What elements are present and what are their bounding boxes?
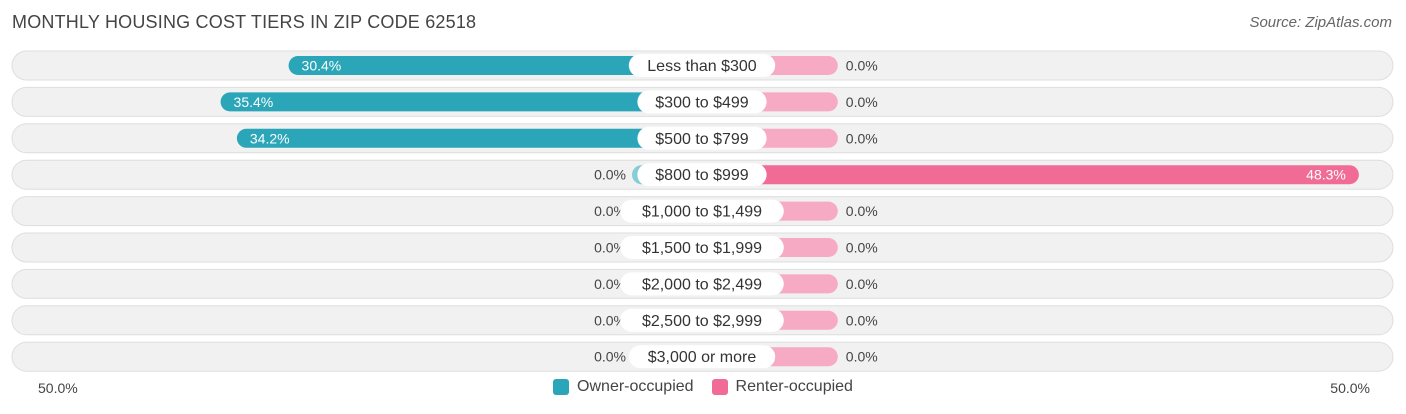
value-label-renter: 0.0% xyxy=(846,312,878,328)
category-label: $1,000 to $1,499 xyxy=(642,204,762,221)
value-label-renter: 0.0% xyxy=(846,349,878,365)
value-label-renter: 0.0% xyxy=(846,203,878,219)
legend-swatch-owner xyxy=(553,379,570,395)
category-label-pill xyxy=(628,345,776,369)
value-label-renter: 48.3% xyxy=(1306,167,1346,183)
category-label-pill xyxy=(620,272,784,296)
diverging-bar-chart: 30.4% 0.0% Less than $300 35.4% 0.0% $300 to … xyxy=(11,50,1394,372)
bar-owner xyxy=(288,56,702,75)
value-label-owner: 0.0% xyxy=(594,276,626,292)
category-label: $2,000 to $2,499 xyxy=(642,276,762,293)
category-label: $500 to $799 xyxy=(655,131,749,148)
bar-renter xyxy=(702,165,1359,185)
category-label-pill xyxy=(637,90,767,114)
value-label-owner: 0.0% xyxy=(594,312,626,328)
category-label-pill xyxy=(628,54,776,77)
legend-swatch-renter xyxy=(711,379,728,395)
category-label: $1,500 to $1,999 xyxy=(642,240,762,257)
category-label-pill xyxy=(620,199,784,223)
category-label: $3,000 or more xyxy=(648,349,757,366)
value-label-owner: 34.2% xyxy=(250,130,290,146)
category-label: Less than $300 xyxy=(647,58,757,75)
category-label: $800 to $999 xyxy=(655,167,749,184)
value-label-owner: 30.4% xyxy=(302,58,342,74)
legend-label-owner: Owner-occupied xyxy=(577,378,694,395)
category-label-pill xyxy=(637,163,767,187)
legend-item-renter: Renter-occupied xyxy=(711,378,853,396)
bar-owner xyxy=(236,128,702,148)
category-label-pill xyxy=(620,308,784,332)
value-label-owner: 0.0% xyxy=(594,349,626,365)
bar-owner xyxy=(220,92,702,112)
legend-item-owner: Owner-occupied xyxy=(553,378,694,396)
axis-label-left: 50.0% xyxy=(38,380,78,396)
value-label-renter: 0.0% xyxy=(846,94,878,110)
chart-title: MONTHLY HOUSING COST TIERS IN ZIP CODE 6… xyxy=(12,12,477,32)
category-label-pill xyxy=(637,126,767,150)
value-label-renter: 0.0% xyxy=(846,240,878,256)
value-label-owner: 35.4% xyxy=(234,94,274,110)
value-label-owner: 0.0% xyxy=(594,240,626,256)
value-label-renter: 0.0% xyxy=(846,58,878,74)
value-label-renter: 0.0% xyxy=(846,130,878,146)
axis-label-right: 50.0% xyxy=(1330,380,1370,396)
value-label-owner: 0.0% xyxy=(594,167,626,183)
value-label-owner: 0.0% xyxy=(594,203,626,219)
value-label-renter: 0.0% xyxy=(846,276,878,292)
category-label-pill xyxy=(620,236,784,259)
category-label: $2,500 to $2,999 xyxy=(642,313,762,330)
legend: Owner-occupied Renter-occupied xyxy=(0,378,1406,396)
legend-label-renter: Renter-occupied xyxy=(735,378,853,395)
chart-source: Source: ZipAtlas.com xyxy=(1249,14,1392,31)
category-label: $300 to $499 xyxy=(655,94,749,111)
